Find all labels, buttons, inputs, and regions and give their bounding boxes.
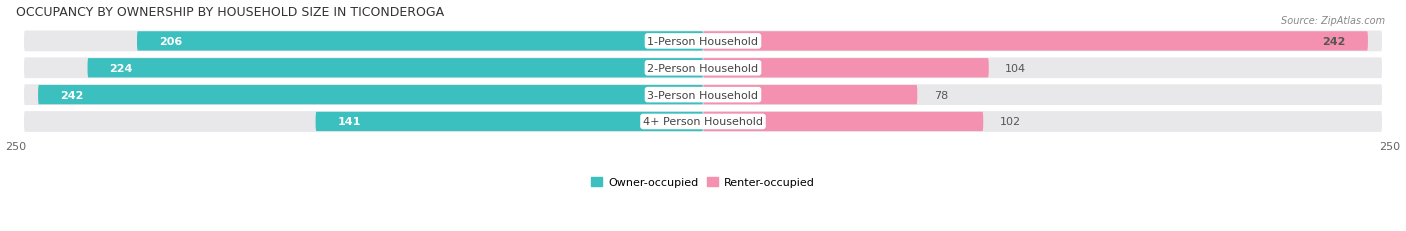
Text: OCCUPANCY BY OWNERSHIP BY HOUSEHOLD SIZE IN TICONDEROGA: OCCUPANCY BY OWNERSHIP BY HOUSEHOLD SIZE… [15,6,444,18]
Text: 104: 104 [1005,64,1026,73]
FancyBboxPatch shape [22,30,1384,53]
Text: 4+ Person Household: 4+ Person Household [643,117,763,127]
FancyBboxPatch shape [87,59,703,78]
Text: 206: 206 [159,37,183,47]
FancyBboxPatch shape [22,111,1384,133]
Text: 3-Person Household: 3-Person Household [648,90,758,100]
Text: 78: 78 [934,90,948,100]
FancyBboxPatch shape [22,84,1384,106]
FancyBboxPatch shape [38,85,703,105]
Text: 2-Person Household: 2-Person Household [647,64,759,73]
FancyBboxPatch shape [703,32,1368,51]
FancyBboxPatch shape [136,32,703,51]
Text: 242: 242 [1323,37,1346,47]
FancyBboxPatch shape [22,57,1384,80]
Text: Source: ZipAtlas.com: Source: ZipAtlas.com [1281,16,1385,26]
FancyBboxPatch shape [703,112,983,132]
Text: 224: 224 [110,64,134,73]
FancyBboxPatch shape [703,85,917,105]
Text: 102: 102 [1000,117,1021,127]
Legend: Owner-occupied, Renter-occupied: Owner-occupied, Renter-occupied [586,173,820,192]
Text: 1-Person Household: 1-Person Household [648,37,758,47]
FancyBboxPatch shape [315,112,703,132]
Text: 141: 141 [337,117,361,127]
Text: 242: 242 [60,90,83,100]
FancyBboxPatch shape [703,59,988,78]
